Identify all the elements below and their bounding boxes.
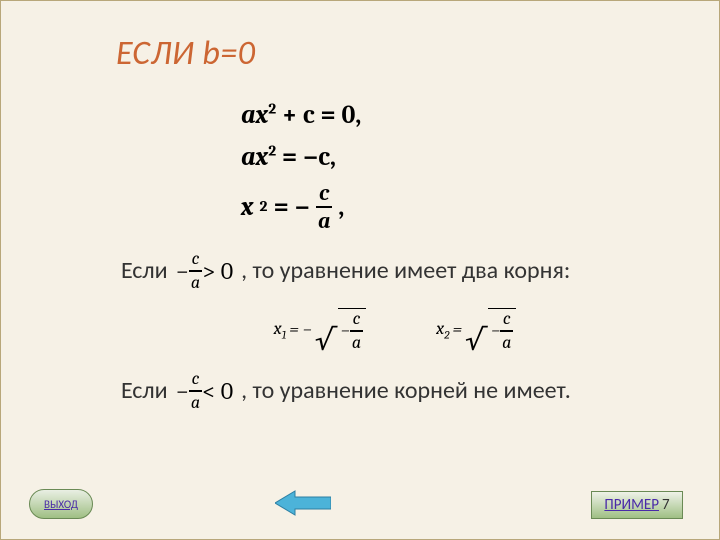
equation-line-3: x2 = − c a , (241, 182, 639, 232)
case2-minus: − (176, 377, 189, 405)
x1-sub: 1 (282, 328, 287, 342)
eq3-frac-num: c (317, 182, 331, 204)
x2-rad-minus: − (491, 320, 500, 341)
x1-rad-num: c (351, 310, 363, 328)
case2-frac-num: c (190, 370, 202, 388)
eq1-x: x (256, 100, 269, 130)
exit-label: ВЫХОД (44, 499, 78, 510)
x2-var: x (436, 318, 444, 339)
x1-eq: = − (289, 319, 312, 340)
x2-eq: = (453, 319, 463, 340)
x1-var: x (274, 318, 282, 339)
case1-frac-den: a (189, 274, 202, 292)
exit-button[interactable]: ВЫХОД (29, 489, 93, 519)
case2-op: < 0 (202, 377, 233, 405)
eq3-sup: 2 (260, 196, 268, 218)
eq1-a: a (241, 100, 256, 130)
content-area: ax2 + c = 0, ax2 = −c, x2 = − c a , Если… (121, 97, 639, 412)
case1-prefix: Если (121, 256, 168, 285)
eq3-tail: , (338, 189, 344, 225)
case2-frac: c a (189, 370, 202, 412)
eq1-plus-c: + c (276, 100, 315, 130)
x2-rad-num: c (501, 310, 513, 328)
case1-frac: c a (189, 250, 202, 292)
x1-rad-minus: − (341, 320, 350, 341)
eq2-rhs: = −c, (276, 142, 336, 172)
slide-title: ЕСЛИ b=0 (116, 33, 256, 74)
root-x1: x1 = − √ − c a (274, 308, 366, 352)
case2-frac-den: a (189, 394, 202, 412)
back-arrow-button[interactable] (275, 489, 331, 517)
x2-rad-den: a (500, 334, 513, 352)
eq1-sup: 2 (268, 99, 276, 117)
equation-line-1: ax2 + c = 0, (241, 97, 639, 133)
equation-line-2: ax2 = −c, (241, 139, 639, 175)
x2-sub: 2 (444, 328, 449, 342)
arrow-left-icon (275, 489, 331, 517)
case2-suffix: , то уравнение корней не имеет. (241, 376, 571, 405)
eq2-ax: ax (241, 142, 268, 172)
example-button[interactable]: ПРИМЕР 7 (591, 491, 683, 519)
equation-block: ax2 + c = 0, ax2 = −c, x2 = − c a , (241, 97, 639, 232)
case2-line: Если − c a < 0 , то уравнение корней не … (121, 370, 639, 412)
eq3-frac-den: a (316, 210, 332, 232)
eq3-frac: c a (316, 182, 332, 232)
x2-rad-frac: c a (500, 310, 513, 352)
roots-row: x1 = − √ − c a x2 = (151, 308, 639, 352)
example-label: ПРИМЕР (604, 496, 659, 514)
case1-minus: − (176, 257, 189, 285)
x1-rad-frac: c a (350, 310, 363, 352)
case1-op: > 0 (202, 257, 233, 285)
x1-sqrt: √ − c a (315, 308, 366, 352)
root-x2: x2 = √ − c a (436, 308, 516, 352)
x2-sqrt: √ − c a (465, 308, 516, 352)
eq3-eq: = − (273, 189, 310, 225)
slide: ЕСЛИ b=0 ax2 + c = 0, ax2 = −c, x2 = − c… (0, 0, 720, 540)
eq1-eq0: = 0, (315, 100, 362, 130)
eq3-x: x (241, 189, 254, 225)
example-number: 7 (662, 496, 670, 514)
case2-prefix: Если (121, 376, 168, 405)
case1-suffix: , то уравнение имеет два корня: (241, 256, 570, 285)
eq2-sup: 2 (268, 142, 276, 160)
case1-frac-num: c (190, 250, 202, 268)
case1-line: Если − c a > 0 , то уравнение имеет два … (121, 250, 639, 292)
x1-rad-den: a (350, 334, 363, 352)
